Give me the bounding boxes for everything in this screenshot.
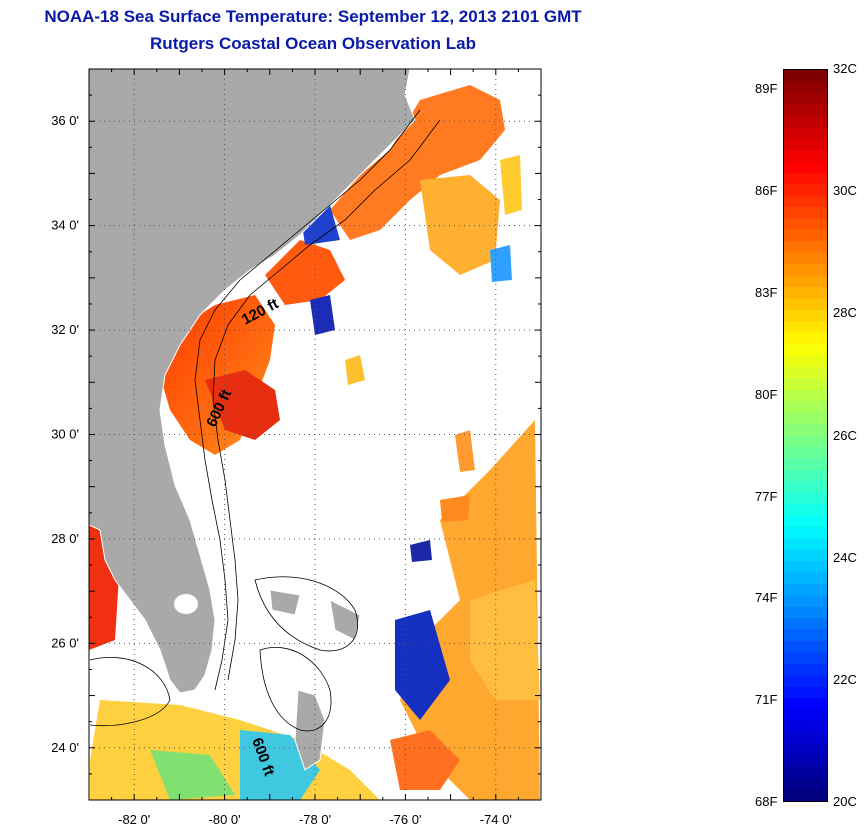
colorbar-fahrenheit-label: 74F: [755, 590, 778, 606]
colorbar-celsius-label: 26C: [833, 427, 857, 443]
colorbar-celsius-label: 20C: [833, 794, 857, 809]
colorbar-fahrenheit-label: 89F: [755, 81, 778, 97]
colorbar-celsius-label: 22C: [833, 671, 857, 687]
colorbar-celsius-label: 28C: [833, 305, 857, 321]
lat-tick-label: 30 0': [51, 427, 79, 442]
lat-tick-label: 26 0': [51, 635, 79, 650]
lat-tick-label: 34 0': [51, 218, 79, 233]
map-tick-labels: -82 0' -80 0' -78 0' -76 0' -74 0' 24 0' 26 0'…: [51, 113, 512, 827]
graticule-grid: [89, 69, 541, 800]
colorbar-celsius-label: 32C: [833, 61, 857, 76]
colorbar-celsius-label: 24C: [833, 549, 857, 565]
map-subtitle: Rutgers Coastal Ocean Observation Lab: [150, 34, 476, 53]
colorbar-fahrenheit-label: 80F: [755, 386, 778, 402]
lon-tick-label: -74 0': [480, 812, 512, 827]
lake-okeechobee: [174, 594, 198, 614]
temperature-colorbar: [783, 69, 828, 802]
colorbar-fahrenheit-label: 68F: [755, 794, 778, 809]
lat-tick-label: 32 0': [51, 322, 79, 337]
map-title: NOAA-18 Sea Surface Temperature: Septemb…: [44, 7, 582, 26]
colorbar-fahrenheit-label: 71F: [755, 692, 778, 708]
bathymetry-contours: [89, 109, 441, 732]
lon-tick-label: -80 0': [209, 812, 241, 827]
lat-tick-label: 36 0': [51, 113, 79, 128]
colorbar-celsius-label: 30C: [833, 183, 857, 199]
colorbar-fahrenheit-label: 77F: [755, 488, 778, 504]
lat-tick-label: 24 0': [51, 740, 79, 755]
lon-tick-label: -82 0': [118, 812, 150, 827]
land-layer: [89, 69, 416, 771]
lon-tick-label: -76 0': [389, 812, 421, 827]
sst-data-layer: [89, 85, 540, 800]
lon-tick-label: -78 0': [299, 812, 331, 827]
map-tick-marks: [88, 68, 542, 801]
colorbar-fahrenheit-label: 86F: [755, 183, 778, 199]
colorbar-fahrenheit-label: 83F: [755, 284, 778, 300]
lat-tick-label: 28 0': [51, 531, 79, 546]
